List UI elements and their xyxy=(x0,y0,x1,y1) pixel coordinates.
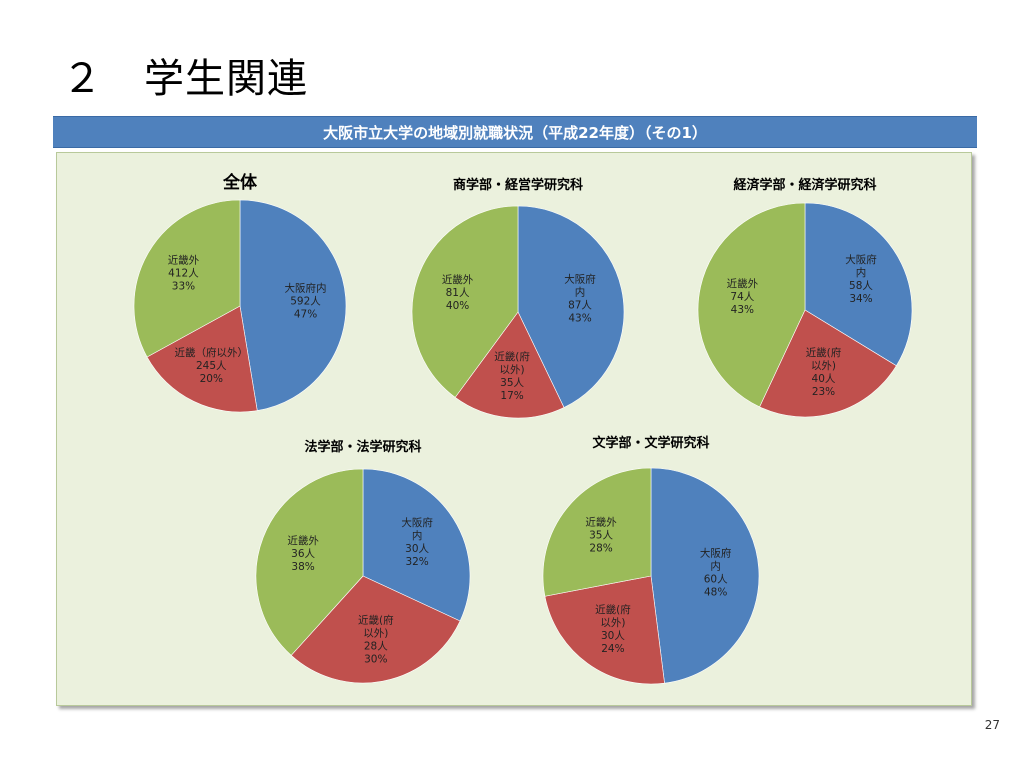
slice-label-line: 内 xyxy=(575,285,586,298)
slice-label-line: 17% xyxy=(500,390,523,402)
pie-slice xyxy=(146,305,258,413)
slice-label-line: 近畿外 xyxy=(287,534,319,547)
pie-slice xyxy=(697,202,806,408)
slice-label-line: 60人 xyxy=(704,573,728,585)
slice-label-line: 35人 xyxy=(500,377,524,389)
pie-slice xyxy=(544,575,665,685)
slice-label-line: 大阪府 xyxy=(401,516,433,529)
slice-label-line: 近畿外 xyxy=(585,516,617,529)
slice-label: 近畿外 412人 33% xyxy=(168,254,200,293)
slice-label-line: 34% xyxy=(849,293,872,305)
slice-label-line: 81人 xyxy=(446,287,470,299)
page-number: 27 xyxy=(984,718,1000,732)
chart-title: 法学部・法学研究科 xyxy=(304,439,421,455)
slice-label: 近畿外 35人 28% xyxy=(585,516,617,555)
slice-label-line: 大阪府内 xyxy=(285,282,327,295)
slice-label-line: 近畿(府 xyxy=(494,350,530,363)
pie-slice xyxy=(290,575,461,684)
chart-title: 全体 xyxy=(222,172,258,193)
slice-label-line: 32% xyxy=(405,556,428,568)
pie-slice xyxy=(804,202,913,367)
pie-slice xyxy=(650,467,760,684)
chart-title: 文学部・文学研究科 xyxy=(592,435,709,451)
slice-label: 近畿外 81人 40% xyxy=(442,273,474,312)
slice-label-line: 24% xyxy=(601,643,624,655)
slice-label-line: 43% xyxy=(731,304,754,316)
slice-label: 大阪府内 87人 43% xyxy=(564,272,596,324)
slice-label: 大阪府内 60人 48% xyxy=(700,546,732,598)
pie-slice xyxy=(542,467,652,597)
slice-label-line: 内 xyxy=(710,559,721,572)
slice-label: 近畿外 74人 43% xyxy=(727,277,759,316)
slice-label-line: 20% xyxy=(200,373,223,385)
slice-label-line: 28人 xyxy=(364,640,388,652)
slice-label: 近畿（府以外） 245人 20% xyxy=(175,346,249,385)
slice-label-line: 23% xyxy=(812,386,835,398)
slice-label-line: 412人 xyxy=(168,268,199,280)
slice-label-line: 内 xyxy=(856,266,867,279)
slice-label-line: 内 xyxy=(412,529,423,542)
slice-label-line: 245人 xyxy=(196,360,227,372)
pie-slice xyxy=(133,199,241,358)
slice-label-line: 近畿外 xyxy=(442,273,474,286)
slice-label: 大阪府内 30人 32% xyxy=(401,516,433,568)
slice-label: 近畿(府以外) 35人 17% xyxy=(494,350,530,402)
slice-label-line: 近畿外 xyxy=(168,254,200,267)
slice-label-line: 38% xyxy=(291,561,314,573)
slice-label-line: 40% xyxy=(446,300,469,312)
slice-label-line: 以外) xyxy=(500,364,525,376)
pie-slice xyxy=(411,205,519,398)
slice-label-line: 30人 xyxy=(601,630,625,642)
slice-label-line: 30人 xyxy=(405,543,429,555)
slice-label: 大阪府内 58人 34% xyxy=(845,253,877,305)
slice-label-line: 43% xyxy=(568,312,591,324)
slide-title: ２ 学生関連 xyxy=(62,56,308,102)
slice-label-line: 592人 xyxy=(290,296,321,308)
slice-label-line: 大阪府 xyxy=(700,546,732,559)
slice-label-line: 以外) xyxy=(363,627,388,639)
slice-label-line: 以外) xyxy=(811,360,836,372)
slice-label-line: 近畿(府 xyxy=(595,603,631,616)
slice-label-line: 28% xyxy=(589,543,612,555)
slice-label: 近畿外 36人 38% xyxy=(287,534,319,573)
pie-slice xyxy=(239,199,347,411)
pie-slice xyxy=(759,309,897,418)
slice-label-line: 33% xyxy=(172,281,195,293)
slice-label: 近畿(府以外) 40人 23% xyxy=(806,346,842,398)
slice-label: 大阪府内 592人 47% xyxy=(285,282,327,321)
chart-title: 経済学部・経済学研究科 xyxy=(733,177,876,193)
chart-title: 商学部・経営学研究科 xyxy=(453,177,583,193)
slice-label-line: 40人 xyxy=(812,373,836,385)
slice-label-line: 近畿（府以外） xyxy=(175,346,249,359)
slice-label-line: 35人 xyxy=(589,530,613,542)
slice-label: 近畿(府以外) 30人 24% xyxy=(595,603,631,655)
pie-slice xyxy=(362,468,471,622)
slice-label-line: 47% xyxy=(294,309,317,321)
slice-label-line: 近畿(府 xyxy=(358,613,394,626)
slice-label-line: 30% xyxy=(364,653,387,665)
slice-label-line: 大阪府 xyxy=(845,253,877,266)
slice-label-line: 74人 xyxy=(730,291,754,303)
slice-label-line: 36人 xyxy=(291,548,315,560)
slice-label-line: 大阪府 xyxy=(564,272,596,285)
slice-label-line: 48% xyxy=(704,586,727,598)
pie-slice xyxy=(517,205,625,408)
slice-label: 近畿(府以外) 28人 30% xyxy=(358,613,394,665)
slice-label-line: 以外) xyxy=(600,617,625,629)
pie-slice xyxy=(454,311,565,419)
slice-label-line: 58人 xyxy=(849,280,873,292)
slice-label-line: 近畿(府 xyxy=(806,346,842,359)
pie-slice xyxy=(255,468,364,656)
chart-banner: 大阪市立大学の地域別就職状況（平成22年度）（その1） xyxy=(53,116,977,148)
slice-label-line: 近畿外 xyxy=(727,277,759,290)
slice-label-line: 87人 xyxy=(568,299,592,311)
